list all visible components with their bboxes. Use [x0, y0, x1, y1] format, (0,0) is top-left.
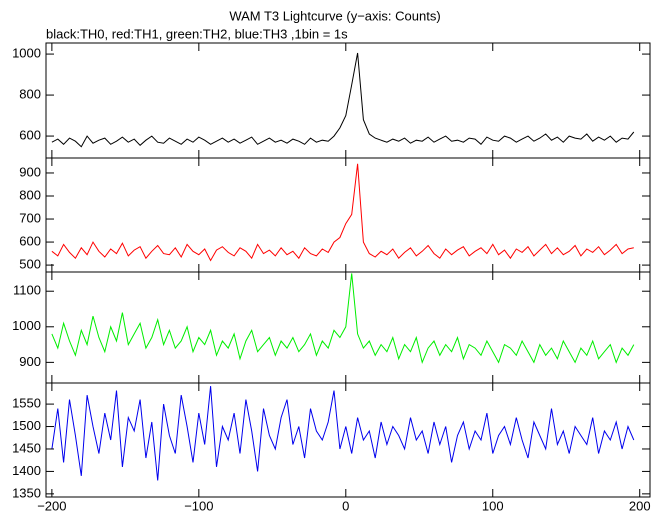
y-tick-label: 1100 [13, 283, 41, 298]
y-tick-label: 800 [19, 187, 41, 202]
y-tick-label: 1500 [12, 418, 41, 433]
y-tick-label: 800 [19, 87, 41, 102]
light-curve [51, 52, 635, 148]
panel-frame [45, 271, 651, 384]
panel-frame [45, 157, 651, 273]
y-tick-label: 500 [19, 257, 41, 272]
y-tick-label: 1000 [12, 318, 41, 333]
x-tick-label: −200 [37, 498, 66, 513]
y-tick-label: 1000 [12, 46, 41, 61]
chart-subtitle: black:TH0, red:TH1, green:TH2, blue:TH3 … [46, 26, 348, 41]
light-curve [51, 273, 635, 365]
x-tick-label: 0 [342, 498, 349, 513]
y-tick-label: 1400 [12, 463, 41, 478]
y-tick-label: 900 [19, 354, 41, 369]
y-tick-label: 600 [19, 128, 41, 143]
x-tick-label: −100 [184, 498, 213, 513]
y-tick-label: 600 [19, 233, 41, 248]
chart-title: WAM T3 Lightcurve (y−axis: Counts) [229, 8, 440, 23]
y-tick-label: 900 [19, 164, 41, 179]
y-tick-label: 700 [19, 210, 41, 225]
panel-frame [45, 382, 651, 498]
light-curve [51, 163, 634, 262]
y-tick-label: 1350 [12, 485, 41, 500]
light-curve [51, 386, 635, 481]
x-tick-label: 100 [482, 498, 504, 513]
y-tick-label: 1450 [12, 440, 41, 455]
x-tick-label: 200 [629, 498, 651, 513]
y-tick-label: 1550 [12, 396, 41, 411]
panel-frame [45, 42, 651, 159]
